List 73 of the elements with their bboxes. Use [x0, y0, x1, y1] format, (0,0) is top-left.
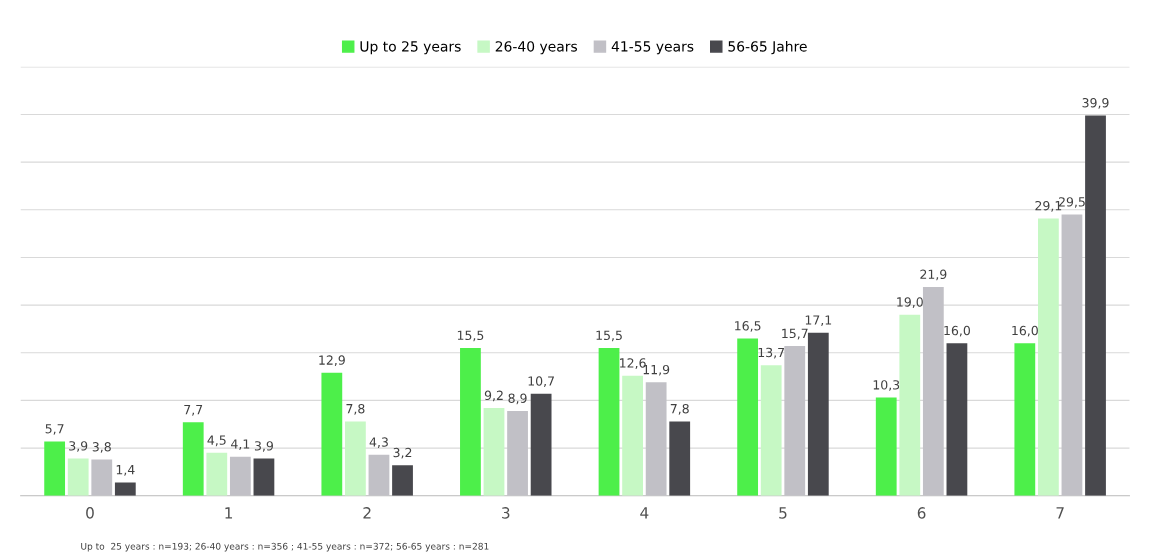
data-label: 9,2 — [484, 390, 503, 402]
bar — [946, 343, 968, 496]
data-label: 15,5 — [457, 330, 484, 342]
bar — [345, 421, 366, 496]
bar — [530, 393, 552, 496]
x-tick-label: 3 — [502, 507, 510, 519]
x-tick-label: 4 — [640, 507, 649, 519]
bar — [1014, 343, 1036, 496]
data-label: 15,7 — [782, 328, 808, 340]
bar — [253, 458, 275, 496]
data-label: 10,3 — [873, 380, 900, 391]
bar — [460, 348, 481, 496]
data-label: 12,9 — [319, 355, 345, 367]
bar — [229, 456, 251, 496]
data-label: 4,1 — [231, 439, 250, 450]
bar — [737, 338, 759, 496]
bar — [91, 459, 113, 496]
bar — [206, 452, 228, 496]
data-label: 13,7 — [758, 347, 785, 359]
legend-label: 26-40 years — [495, 41, 578, 55]
data-label: 3,8 — [92, 442, 111, 453]
bar — [622, 375, 643, 496]
legend-label: Up to 25 years — [360, 41, 461, 55]
data-label: 16,5 — [735, 321, 761, 332]
x-tick-label: 2 — [363, 507, 371, 519]
bar — [598, 348, 620, 496]
data-label: 17,1 — [805, 315, 832, 327]
bar — [321, 372, 343, 496]
x-tick-label: 7 — [1056, 507, 1064, 519]
data-label: 7,8 — [670, 403, 689, 415]
bar — [44, 441, 66, 496]
data-label: 3,2 — [393, 447, 412, 459]
data-label: 5,7 — [45, 424, 64, 435]
data-label: 19,0 — [897, 297, 923, 308]
bar — [67, 458, 89, 496]
bar — [669, 421, 691, 496]
bar — [875, 397, 897, 496]
data-label: 8,9 — [508, 393, 527, 405]
bar — [1037, 218, 1059, 496]
data-label: 39,9 — [1082, 98, 1109, 109]
x-tick-label: 0 — [86, 507, 94, 519]
bar — [507, 410, 528, 496]
bar — [1061, 214, 1083, 496]
data-label: 16,0 — [1012, 325, 1038, 337]
data-label: 1,4 — [116, 465, 135, 476]
bar — [483, 408, 505, 496]
legend-label: 56-65 Jahre — [728, 40, 807, 55]
bar — [645, 382, 667, 496]
x-tick-label: 5 — [779, 507, 787, 519]
data-label: 10,7 — [528, 376, 554, 388]
bar — [807, 332, 829, 496]
bar — [784, 346, 806, 496]
bar — [760, 365, 782, 496]
data-label: 4,3 — [369, 437, 388, 449]
bar — [899, 314, 921, 496]
data-label: 7,7 — [184, 405, 203, 416]
data-label: 3,9 — [254, 441, 273, 452]
data-label: 21,9 — [920, 269, 947, 281]
text: Up to 25 years : n=193; 26-40 years : n=356 ; 41-55 years : n=372; 56-65 years : n=281 — [81, 542, 489, 552]
bar — [182, 422, 204, 496]
data-label: 7,8 — [346, 403, 365, 415]
x-tick-label: 6 — [917, 507, 926, 519]
bar — [114, 482, 136, 496]
legend-label: 41-55 years — [611, 41, 694, 55]
bar — [368, 454, 390, 496]
data-label: 4,5 — [207, 435, 226, 447]
bar — [922, 287, 944, 496]
data-label: 16,0 — [944, 325, 970, 337]
x-tick-label: 1 — [225, 507, 233, 519]
data-label: 15,5 — [596, 330, 622, 342]
bar — [392, 465, 413, 496]
bar — [1085, 115, 1106, 496]
data-label: 3,9 — [69, 441, 88, 452]
